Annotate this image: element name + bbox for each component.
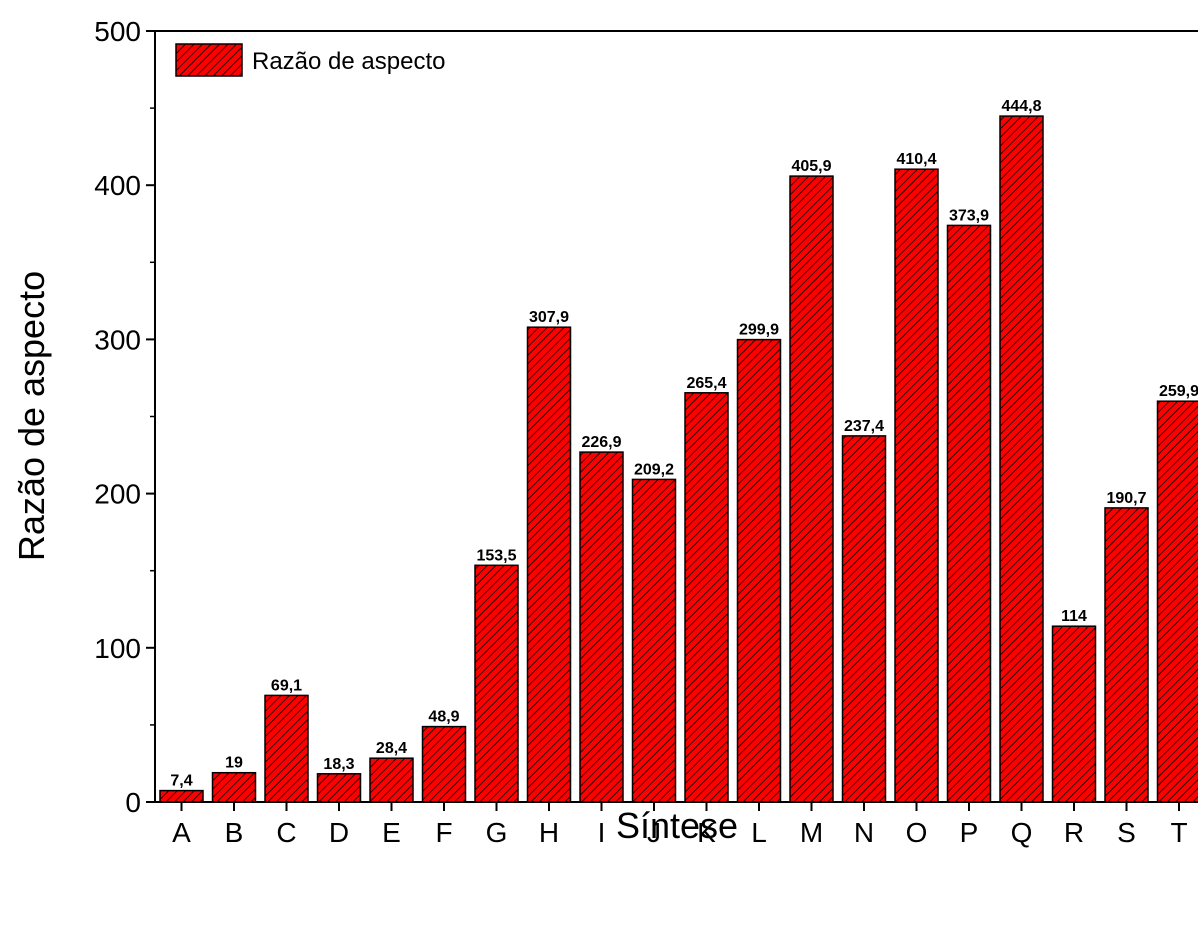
x-tick-label-Q: Q <box>1011 817 1033 848</box>
x-tick-label-F: F <box>435 817 452 848</box>
bar-S <box>1104 507 1149 803</box>
data-label-T: 259,9 <box>1159 383 1198 400</box>
y-tick-label-200: 200 <box>94 479 141 510</box>
legend: Razão de aspecto <box>175 43 445 77</box>
data-label-F: 48,9 <box>428 709 459 726</box>
data-label-O: 410,4 <box>896 151 936 168</box>
legend-label: Razão de aspecto <box>252 48 445 75</box>
bar-A <box>159 789 204 803</box>
bar-L <box>736 338 782 803</box>
data-label-A: 7,4 <box>170 773 192 790</box>
y-tick-label-400: 400 <box>94 170 141 201</box>
bar-P <box>946 224 992 803</box>
bar-G <box>474 564 519 803</box>
axes: 0 100 200 300 400 500 A B C D E F G H I J K L M N O P Q R S T <box>94 16 1198 848</box>
x-tick-label-I: I <box>598 817 606 848</box>
bar-H <box>526 326 572 803</box>
bar-B <box>211 771 257 803</box>
bar-F <box>421 725 467 803</box>
data-label-B: 19 <box>225 755 243 772</box>
bar-T <box>1156 400 1198 803</box>
x-tick-label-P: P <box>960 817 979 848</box>
x-tick-label-N: N <box>854 817 874 848</box>
data-label-S: 190,7 <box>1106 490 1146 507</box>
bar-K <box>684 392 729 803</box>
x-tick-label-T: T <box>1170 817 1187 848</box>
x-tick-label-A: A <box>172 817 191 848</box>
y-tick-label-0: 0 <box>125 787 141 818</box>
data-label-L: 299,9 <box>739 322 779 339</box>
y-tick-label-100: 100 <box>94 633 141 664</box>
y-tick-label-500: 500 <box>94 16 141 47</box>
data-label-Q: 444,8 <box>1001 98 1041 115</box>
data-label-D: 18,3 <box>323 756 354 773</box>
bar-R <box>1051 625 1097 803</box>
x-tick-label-L: L <box>751 817 767 848</box>
data-label-I: 226,9 <box>581 434 621 451</box>
x-tick-label-E: E <box>382 817 401 848</box>
x-tick-label-R: R <box>1064 817 1084 848</box>
data-label-K: 265,4 <box>686 375 726 392</box>
data-label-G: 153,5 <box>476 547 516 564</box>
data-labels-group: 7,4 19 69,1 18,3 28,4 48,9 153,5 307,9 226,9 209,… <box>170 98 1198 790</box>
data-label-N: 237,4 <box>844 418 884 435</box>
x-tick-label-O: O <box>906 817 928 848</box>
y-tick-label-300: 300 <box>94 324 141 355</box>
data-label-C: 69,1 <box>271 677 302 694</box>
bar-I <box>579 451 624 803</box>
x-tick-label-D: D <box>329 817 349 848</box>
data-label-M: 405,9 <box>791 158 831 175</box>
x-axis-title: Síntese <box>616 805 738 846</box>
x-tick-label-J: J <box>647 817 661 848</box>
data-label-H: 307,9 <box>529 309 569 326</box>
x-tick-label-G: G <box>486 817 508 848</box>
bar-O <box>894 168 939 803</box>
bar-M <box>789 175 834 803</box>
bar-N <box>841 435 887 803</box>
x-tick-label-B: B <box>225 817 244 848</box>
bar-E <box>369 757 414 803</box>
bar-C <box>264 694 309 803</box>
x-tick-label-H: H <box>539 817 559 848</box>
x-tick-label-S: S <box>1117 817 1136 848</box>
y-axis-title: Razão de aspecto <box>11 271 52 561</box>
x-tick-label-K: K <box>697 817 716 848</box>
data-label-E: 28,4 <box>376 740 407 757</box>
x-tick-label-C: C <box>276 817 296 848</box>
data-label-R: 114 <box>1061 608 1087 625</box>
bar-D <box>316 773 362 803</box>
x-tick-label-M: M <box>800 817 823 848</box>
bar-J <box>631 478 677 803</box>
data-label-J: 209,2 <box>634 461 674 478</box>
legend-swatch <box>175 43 243 77</box>
data-label-P: 373,9 <box>949 207 989 224</box>
bar-Q <box>999 115 1044 803</box>
bars-group <box>159 115 1198 803</box>
